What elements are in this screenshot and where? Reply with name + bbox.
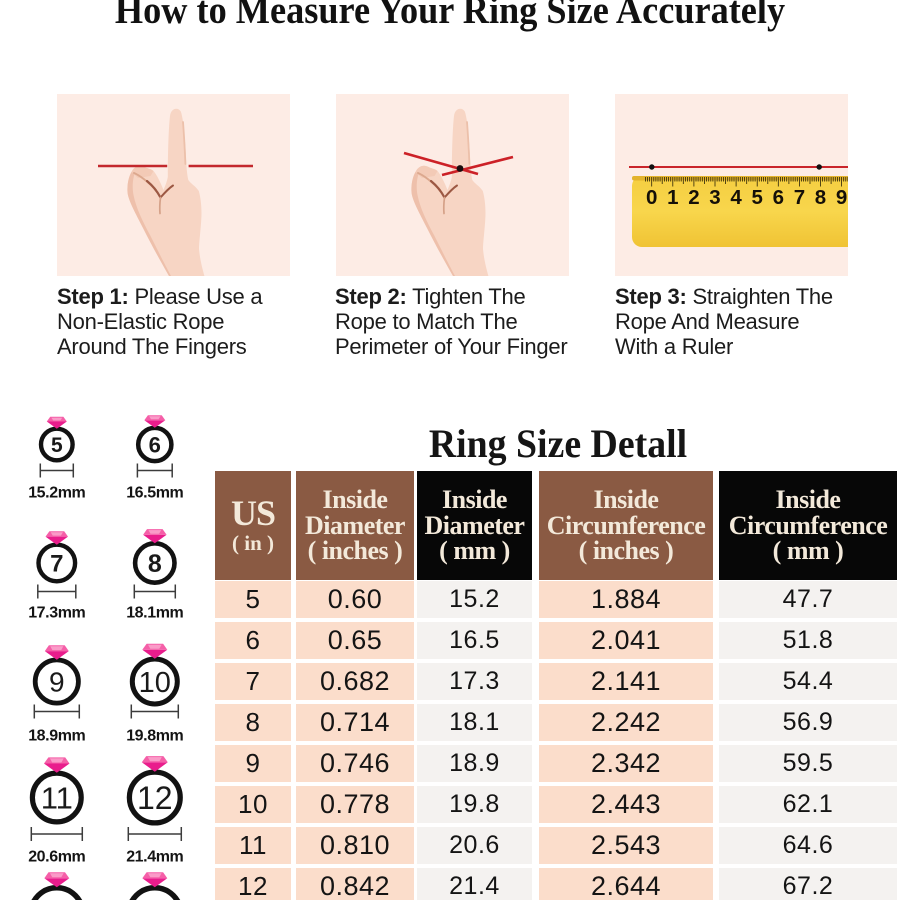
svg-text:19.8mm: 19.8mm xyxy=(126,727,183,744)
svg-text:4: 4 xyxy=(730,186,742,209)
svg-text:5: 5 xyxy=(751,186,762,209)
svg-text:0: 0 xyxy=(646,186,657,209)
svg-text:12: 12 xyxy=(137,780,173,816)
svg-text:6: 6 xyxy=(149,432,161,457)
svg-text:3: 3 xyxy=(709,186,720,209)
svg-text:20.6mm: 20.6mm xyxy=(28,848,85,865)
svg-text:17.3mm: 17.3mm xyxy=(28,604,85,621)
svg-text:7: 7 xyxy=(50,551,63,578)
svg-text:18.1mm: 18.1mm xyxy=(126,604,183,621)
svg-text:8: 8 xyxy=(148,550,162,578)
svg-text:8: 8 xyxy=(815,186,826,209)
svg-text:6: 6 xyxy=(773,186,784,209)
svg-text:18.9mm: 18.9mm xyxy=(28,727,85,744)
svg-text:9: 9 xyxy=(49,667,65,698)
svg-text:15.2mm: 15.2mm xyxy=(28,484,85,501)
svg-text:7: 7 xyxy=(794,186,805,209)
svg-text:5: 5 xyxy=(51,434,63,457)
svg-text:10: 10 xyxy=(139,667,171,699)
svg-text:9: 9 xyxy=(836,186,847,209)
svg-text:16.5mm: 16.5mm xyxy=(126,484,183,501)
svg-text:11: 11 xyxy=(41,781,73,816)
svg-text:2: 2 xyxy=(688,186,699,209)
svg-text:21.4mm: 21.4mm xyxy=(126,848,183,865)
svg-text:1: 1 xyxy=(667,186,678,209)
